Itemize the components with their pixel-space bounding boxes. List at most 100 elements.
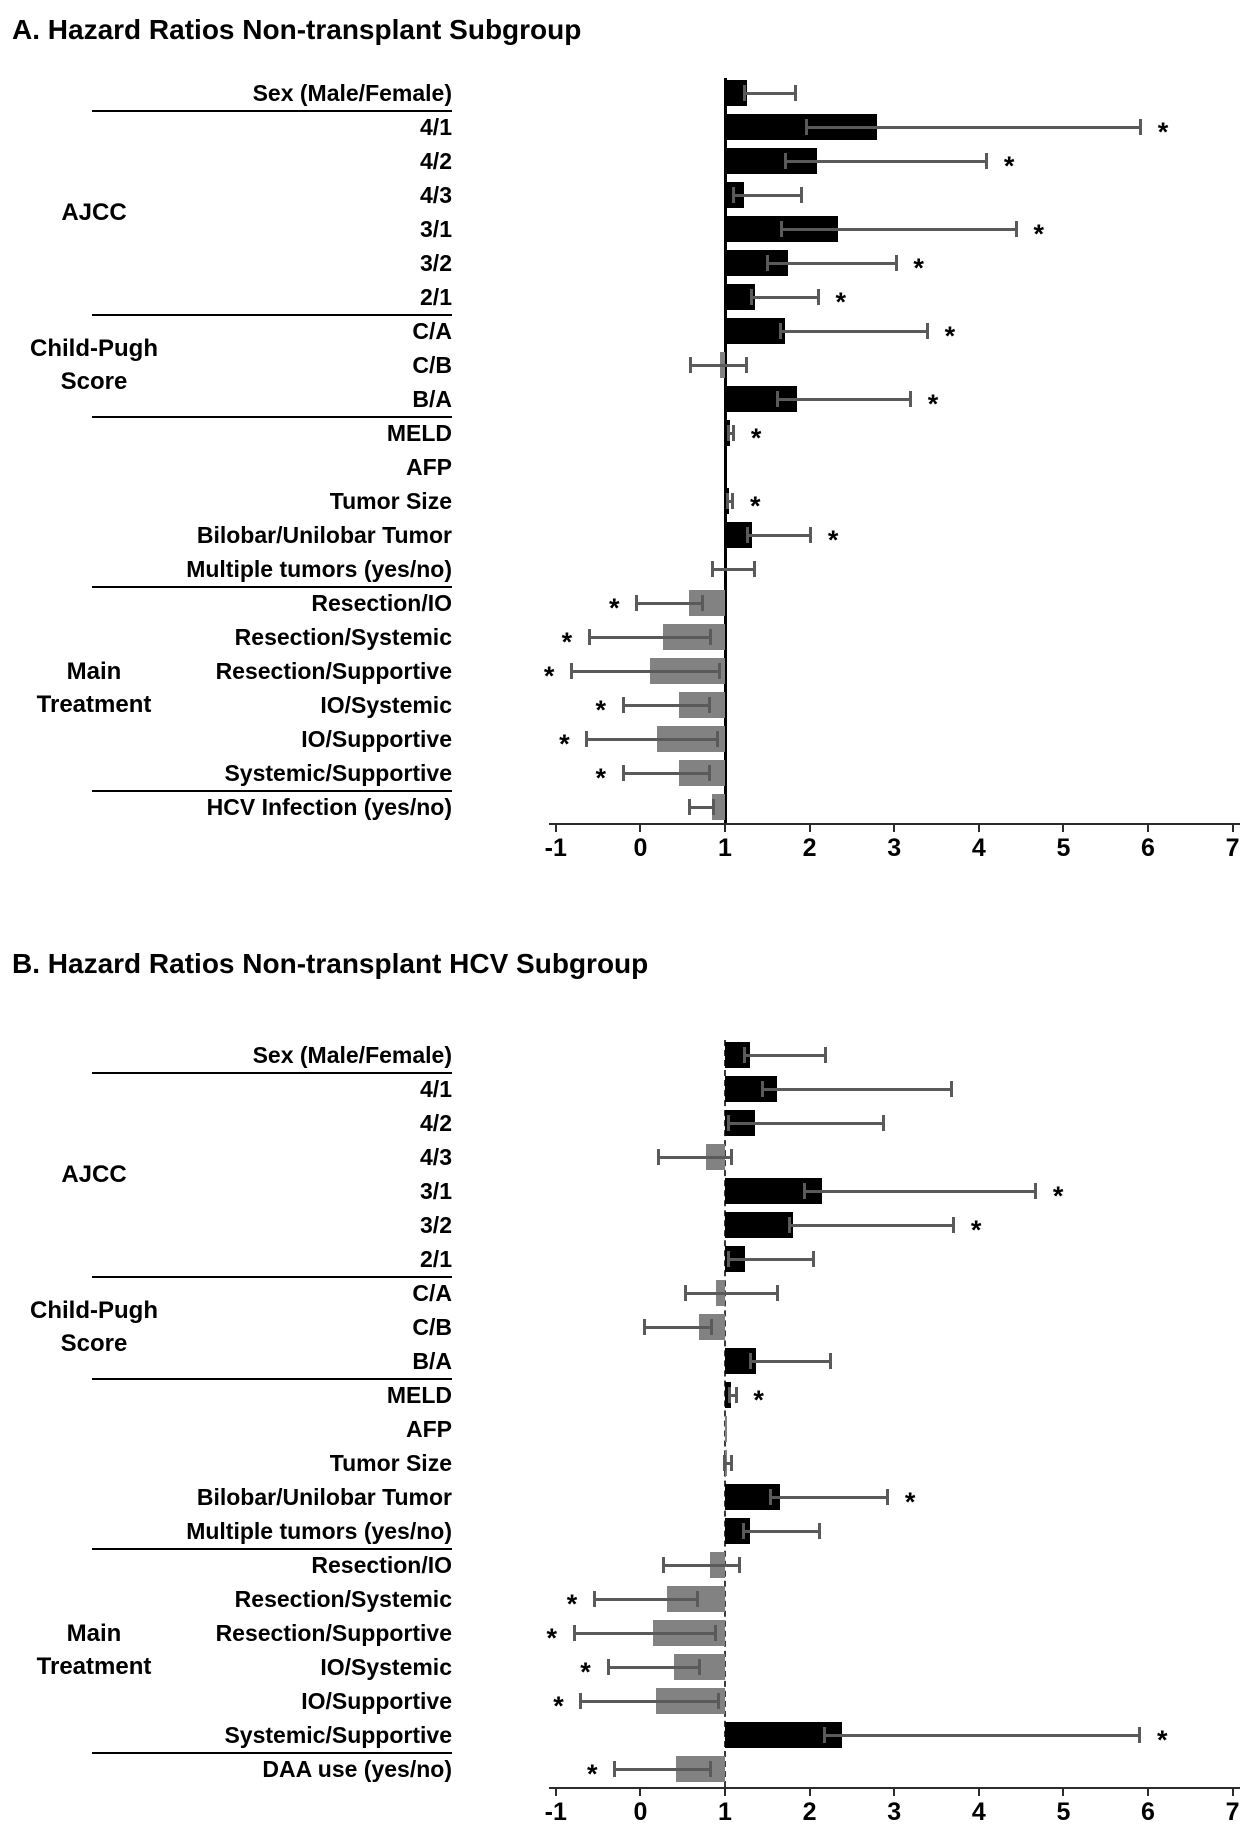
error-bar-line	[779, 227, 1018, 231]
row-label: IO/Systemic	[320, 1654, 452, 1680]
error-bar-cap-high	[811, 1251, 815, 1267]
error-bar-cap-low	[684, 1285, 688, 1301]
row-label: IO/Supportive	[301, 726, 452, 752]
error-bar-cap-low	[805, 119, 809, 135]
error-bar-line	[742, 1053, 828, 1057]
error-bar-cap-low	[726, 1251, 730, 1267]
error-bar-cap-low	[585, 731, 589, 747]
error-bar-cap-high	[714, 1625, 718, 1641]
row-label: 4/1	[420, 1076, 452, 1102]
x-axis-tick	[1231, 1789, 1234, 1796]
row-label: AFP	[406, 454, 452, 480]
error-bar-cap-low	[787, 1217, 791, 1233]
error-bar-line	[750, 295, 820, 299]
error-bar-cap-low	[621, 765, 625, 781]
error-bar-cap-low	[572, 1625, 576, 1641]
error-bar-cap-low	[587, 629, 591, 645]
label-separator-line	[92, 1548, 452, 1550]
x-axis-tick	[639, 1789, 642, 1796]
error-bar-cap-low	[742, 1047, 746, 1063]
row-label: 4/2	[420, 1110, 452, 1136]
label-separator-line	[92, 586, 452, 588]
x-axis-tick-label: 0	[633, 834, 648, 862]
error-bar-line	[787, 1223, 956, 1227]
x-axis-tick	[1147, 1789, 1149, 1796]
error-bar-cap-high	[709, 629, 713, 645]
x-axis-tick	[1062, 825, 1065, 832]
label-separator-line	[92, 110, 452, 112]
error-bar-cap-low	[725, 493, 729, 509]
significance-asterisk: *	[835, 287, 846, 317]
error-bar-cap-low	[726, 1115, 730, 1131]
error-bar-cap-high	[731, 493, 735, 509]
error-bar-line	[741, 1529, 822, 1533]
error-bar-cap-high	[985, 153, 989, 169]
x-axis-tick	[808, 825, 811, 832]
error-bar-line	[585, 737, 720, 741]
error-bar-line	[726, 1121, 885, 1125]
group-label: Child-Pugh Score	[4, 1294, 184, 1360]
group-label-line: Main	[66, 658, 122, 685]
significance-asterisk: *	[543, 661, 555, 691]
error-bar-line	[613, 1767, 713, 1771]
error-bar-cap-high	[1138, 1727, 1142, 1743]
error-bar-line	[621, 703, 711, 707]
error-bar-cap-low	[779, 221, 783, 237]
row-label: B/A	[412, 1348, 452, 1374]
row-label: Bilobar/Unilobar Tumor	[196, 522, 452, 548]
significance-asterisk: *	[750, 491, 761, 521]
x-axis-tick	[639, 825, 642, 832]
row-label: 2/1	[420, 1246, 452, 1272]
error-bar-line	[784, 159, 989, 163]
error-bar-cap-low	[741, 1523, 745, 1539]
group-label-line: AJCC	[61, 198, 127, 226]
row-label: MELD	[386, 1382, 452, 1408]
x-axis-tick	[554, 1789, 557, 1796]
x-axis-tick-label: 6	[1141, 834, 1155, 862]
error-bar-line	[748, 1359, 832, 1363]
error-bar-cap-high	[717, 663, 721, 679]
x-axis-tick-label: 7	[1225, 1798, 1240, 1826]
x-axis-tick-label: 1	[718, 1798, 732, 1826]
row-label: Resection/IO	[311, 590, 452, 616]
error-bar-cap-low	[784, 153, 788, 169]
baseline-hr1-panel-A	[724, 78, 727, 823]
error-bar-line	[727, 1393, 738, 1397]
error-bar-line	[642, 1325, 714, 1329]
significance-asterisk: *	[970, 1215, 982, 1245]
error-bar-cap-low	[766, 255, 770, 271]
error-bar-line	[593, 1597, 699, 1601]
x-axis-tick-label: 1	[718, 834, 732, 862]
row-label: Resection/IO	[311, 1552, 452, 1578]
x-axis-tick	[1231, 825, 1234, 832]
x-axis-tick-label: 7	[1225, 834, 1240, 862]
row-label: Resection/Supportive	[215, 1620, 452, 1646]
significance-asterisk: *	[559, 729, 570, 759]
error-bar-line	[766, 261, 898, 265]
row-label: B/A	[412, 386, 452, 412]
error-bar-line	[661, 1563, 742, 1567]
error-bar-cap-low	[579, 1693, 583, 1709]
row-label: HCV Infection (yes/no)	[206, 794, 452, 820]
x-axis-tick	[977, 825, 980, 832]
error-bar-cap-high	[925, 323, 929, 339]
error-bar-line	[731, 193, 803, 197]
label-separator-line	[92, 1276, 452, 1278]
error-bar-line	[761, 1087, 954, 1091]
row-label: Multiple tumors (yes/no)	[186, 556, 452, 582]
row-label: 4/3	[420, 1144, 452, 1170]
error-bar-cap-high	[828, 1353, 832, 1369]
x-axis-tick-label: -1	[544, 834, 567, 862]
panel-b-title: B. Hazard Ratios Non-transplant HCV Subg…	[12, 948, 649, 979]
error-bar-cap-low	[642, 1319, 646, 1335]
significance-asterisk: *	[546, 1623, 557, 1653]
error-bar-line	[726, 431, 736, 435]
bar	[725, 80, 747, 106]
significance-asterisk: *	[595, 695, 607, 725]
group-label-line: Score	[60, 368, 128, 395]
row-label: Multiple tumors (yes/no)	[186, 1518, 452, 1544]
error-bar-line	[579, 1699, 720, 1703]
x-axis-panel-B	[549, 1787, 1240, 1789]
error-bar-line	[687, 805, 715, 809]
